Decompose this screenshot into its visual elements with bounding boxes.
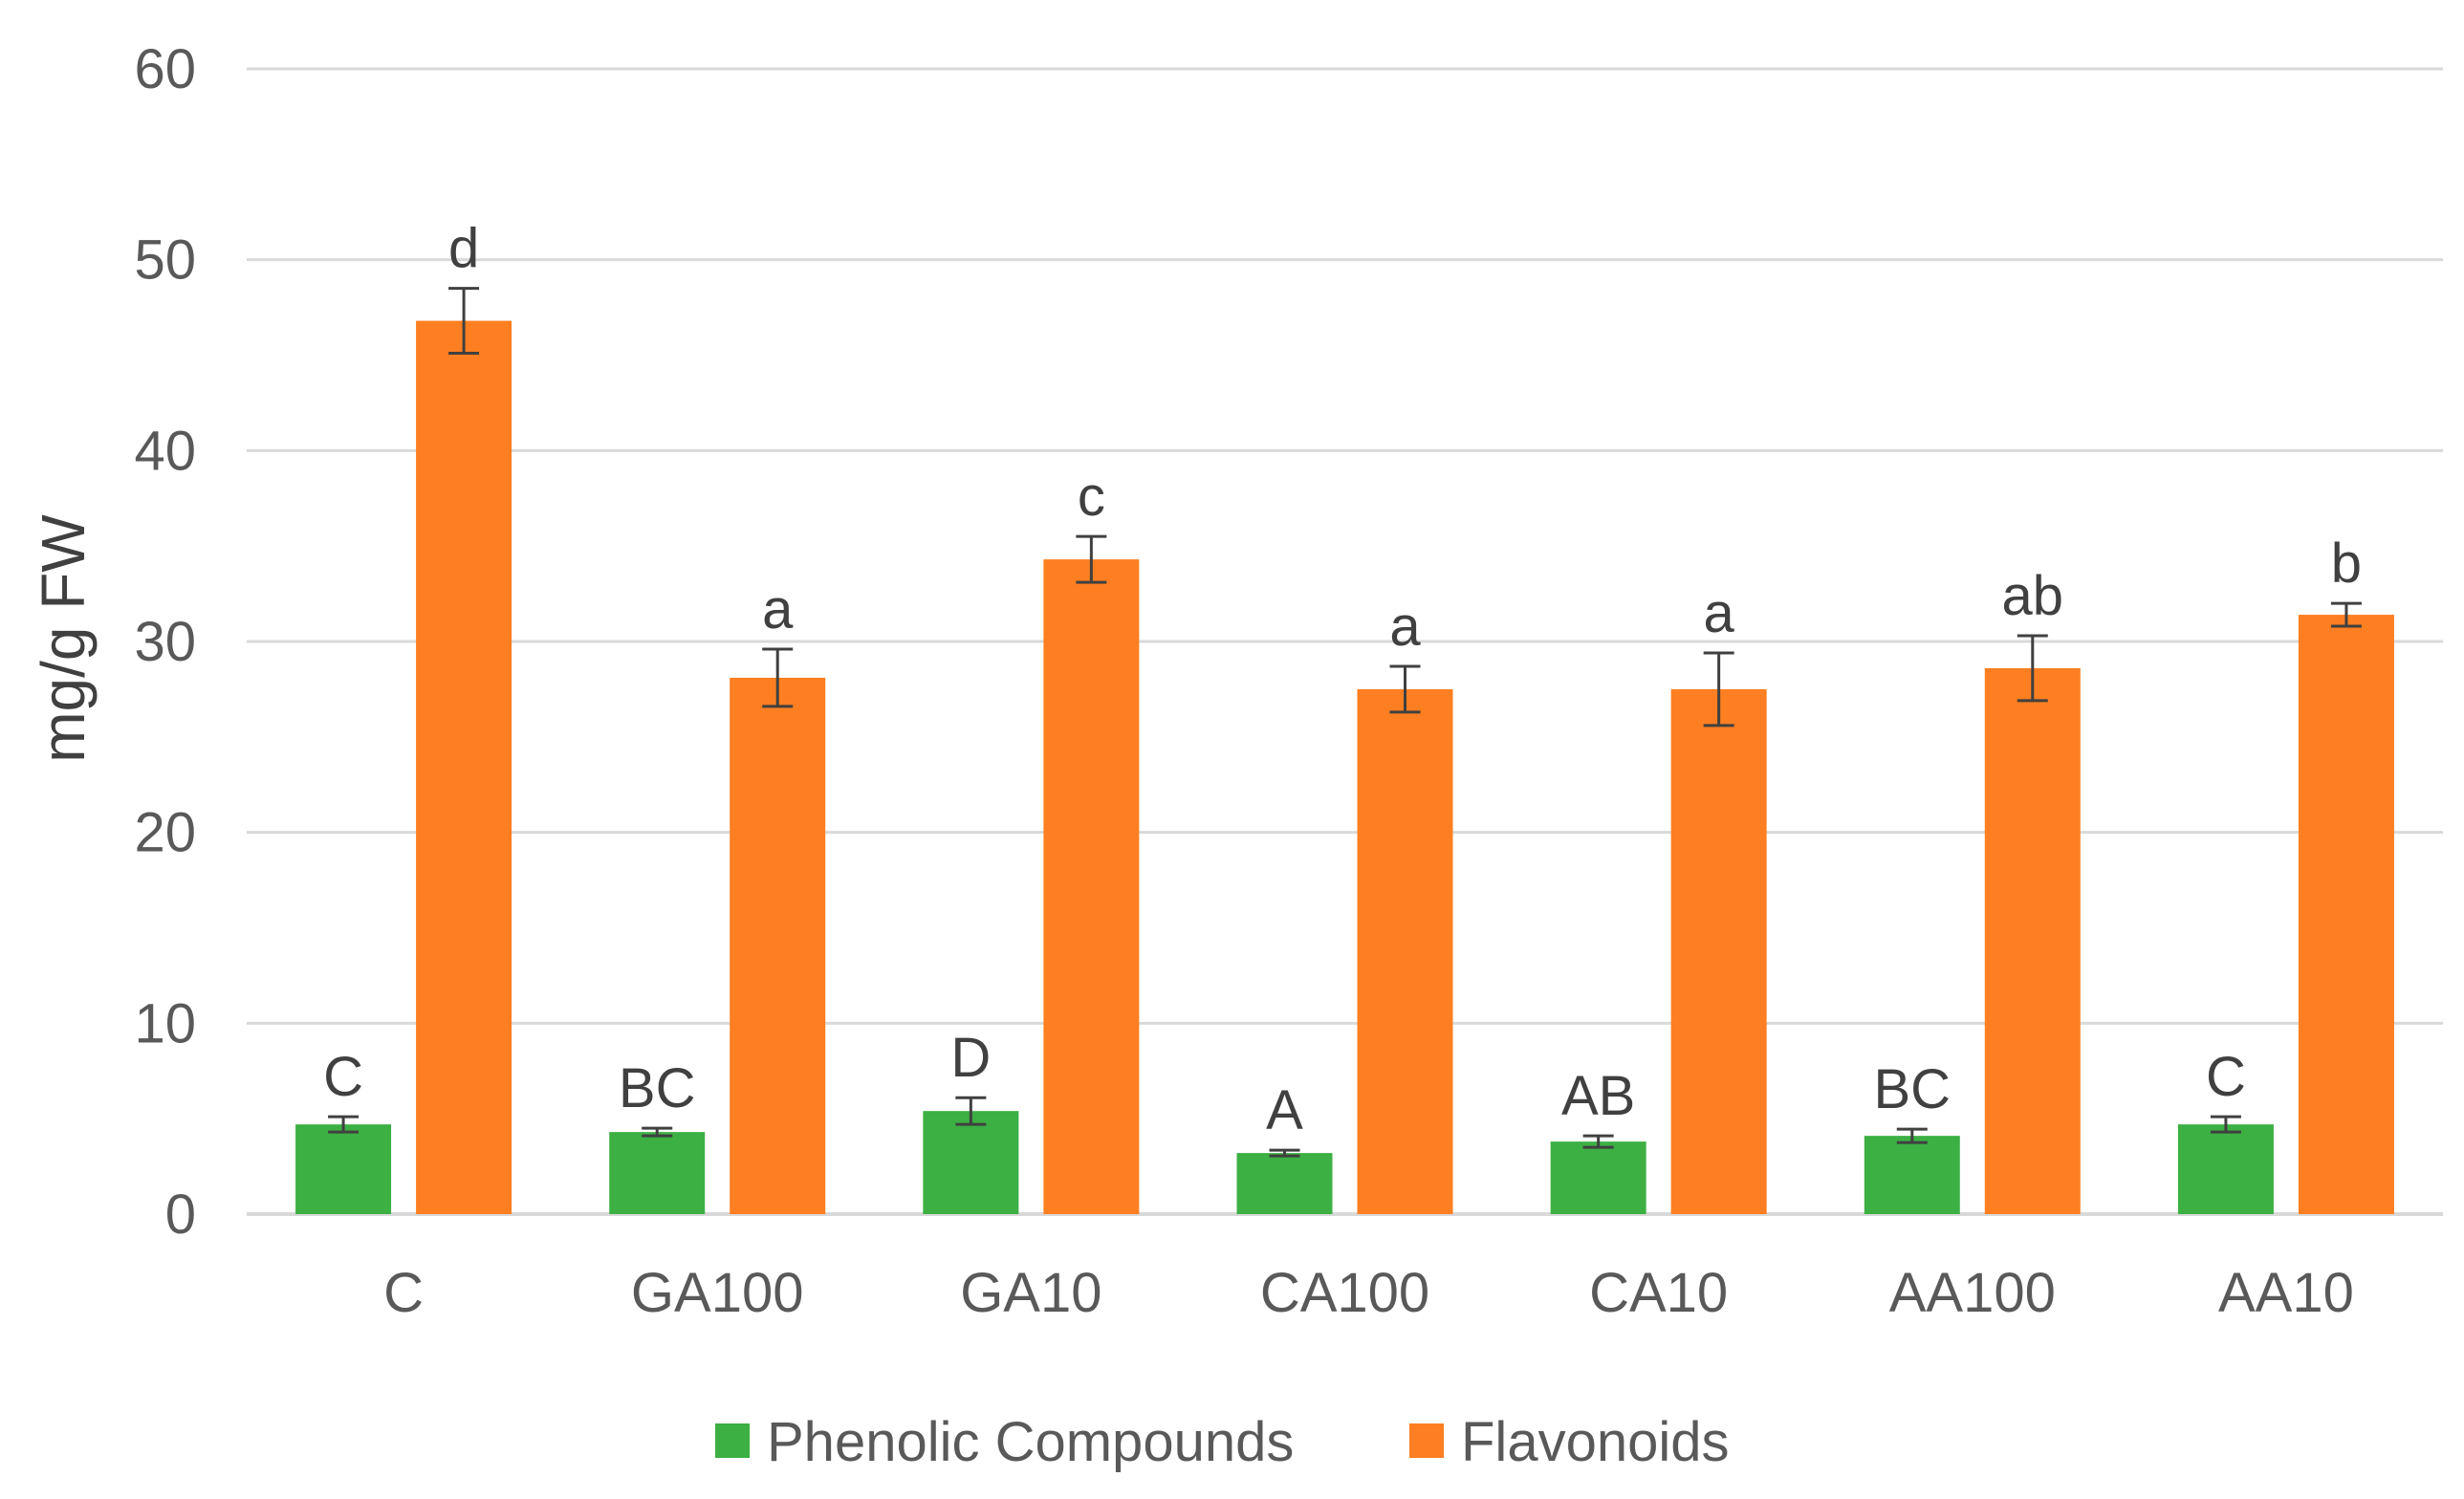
error-bar-phenolic-compounds-ga10 <box>955 1096 987 1126</box>
y-axis-title: mg/g FW <box>29 514 98 763</box>
error-bar-flavonoids-ga10 <box>1076 534 1107 584</box>
sig-letter-flavonoids-ca10: a <box>1704 582 1735 644</box>
x-tick-label-ca100: CA100 <box>1260 1262 1429 1324</box>
legend-swatch-phenolic <box>715 1423 750 1458</box>
error-bar-phenolic-compounds-ca10 <box>1582 1134 1614 1149</box>
significance-letters: Cd BC a Dc Aa AB a BC ab Cb <box>323 218 2362 1141</box>
bar-flavonoids-ga100 <box>730 677 826 1214</box>
sig-letter-phenolic-compounds-aa100: BC <box>1873 1058 1951 1120</box>
bar-phenolic-compounds-aa10 <box>2177 1124 2274 1214</box>
bar-phenolic-compounds-aa100 <box>1864 1136 1960 1214</box>
sig-letter-flavonoids-c: d <box>448 218 479 280</box>
bar-flavonoids-c <box>416 320 512 1214</box>
gridlines <box>247 67 2443 1216</box>
x-tick-label-ga10: GA10 <box>960 1262 1101 1324</box>
legend: Phenolic Compounds Flavonoids <box>715 1411 1729 1473</box>
y-tick-label-50: 50 <box>134 229 196 292</box>
sig-letter-phenolic-compounds-ca100: A <box>1266 1079 1303 1141</box>
sig-letter-flavonoids-ca100: a <box>1389 596 1421 658</box>
sig-letter-phenolic-compounds-ga10: D <box>950 1027 991 1089</box>
error-bar-phenolic-compounds-ga100 <box>642 1126 673 1138</box>
error-bar-flavonoids-aa100 <box>2017 634 2048 703</box>
bar-phenolic-compounds-ca100 <box>1236 1153 1333 1214</box>
sig-letter-phenolic-compounds-ga100: BC <box>619 1057 696 1119</box>
error-bar-flavonoids-c <box>448 287 480 356</box>
error-bars <box>328 287 2362 1158</box>
bar-flavonoids-ca10 <box>1670 688 1767 1214</box>
error-bar-phenolic-compounds-aa10 <box>2210 1115 2241 1134</box>
legend-label-flavonoids: Flavonoids <box>1461 1411 1729 1473</box>
sig-letter-phenolic-compounds-aa10: C <box>2206 1046 2246 1108</box>
error-bar-phenolic-compounds-aa100 <box>1896 1127 1928 1144</box>
y-tick-label-40: 40 <box>134 420 196 482</box>
sig-letter-flavonoids-ga100: a <box>762 578 794 641</box>
bar-phenolic-compounds-c <box>295 1124 392 1214</box>
error-bar-flavonoids-aa10 <box>2330 601 2362 628</box>
error-bar-flavonoids-ga100 <box>762 647 794 708</box>
x-tick-label-aa100: AA100 <box>1889 1262 2056 1324</box>
y-tick-label-60: 60 <box>134 38 196 100</box>
y-tick-label-10: 10 <box>134 992 196 1054</box>
y-axis-ticks: 0 10 20 30 40 50 60 <box>134 38 196 1246</box>
x-tick-label-aa10: AA10 <box>2218 1262 2354 1324</box>
bar-flavonoids-ga10 <box>1043 559 1140 1214</box>
error-bar-flavonoids-ca10 <box>1703 651 1734 728</box>
bar-flavonoids-ca100 <box>1357 688 1453 1214</box>
error-bar-flavonoids-ca100 <box>1389 664 1421 714</box>
sig-letter-flavonoids-aa10: b <box>2331 532 2362 595</box>
x-tick-label-ga100: GA100 <box>631 1262 804 1324</box>
y-tick-label-0: 0 <box>165 1184 196 1246</box>
bar-phenolic-compounds-ca10 <box>1550 1141 1646 1214</box>
error-bar-phenolic-compounds-c <box>328 1115 360 1134</box>
sig-letter-phenolic-compounds-ca10: AB <box>1561 1065 1635 1127</box>
y-tick-label-30: 30 <box>134 611 196 673</box>
bar-flavonoids-aa10 <box>2298 615 2394 1214</box>
x-tick-label-ca10: CA10 <box>1589 1262 1728 1324</box>
sig-letter-flavonoids-aa100: ab <box>2002 565 2064 627</box>
error-bar-phenolic-compounds-ca100 <box>1269 1148 1300 1158</box>
x-axis-categories: C GA100 GA10 CA100 CA10 AA100 AA10 <box>383 1262 2354 1324</box>
bar-flavonoids-aa100 <box>1984 667 2081 1214</box>
bars <box>295 320 2394 1214</box>
bar-phenolic-compounds-ga100 <box>609 1132 706 1214</box>
sig-letter-phenolic-compounds-c: C <box>323 1046 363 1108</box>
legend-label-phenolic: Phenolic Compounds <box>767 1411 1294 1473</box>
x-tick-label-c: C <box>383 1262 424 1324</box>
y-tick-label-20: 20 <box>134 802 196 864</box>
legend-swatch-flavonoids <box>1409 1423 1444 1458</box>
sig-letter-flavonoids-ga10: c <box>1078 466 1105 528</box>
bar-phenolic-compounds-ga10 <box>923 1111 1019 1214</box>
